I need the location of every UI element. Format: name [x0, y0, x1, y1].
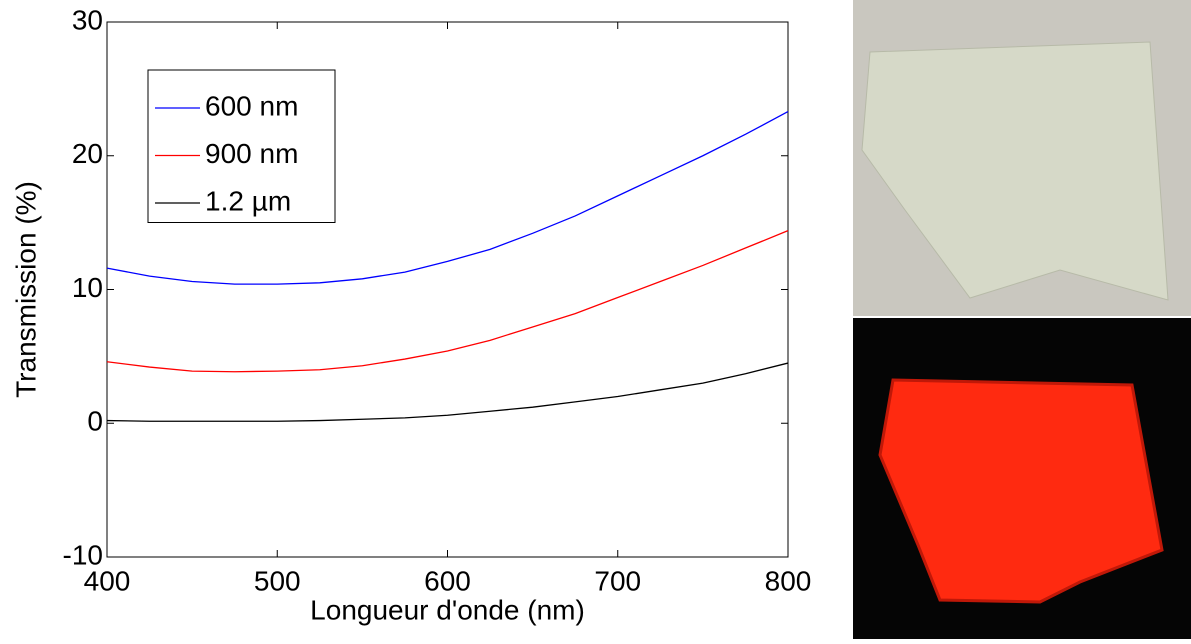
y-tick-label: 0	[87, 406, 103, 437]
x-tick-label: 800	[765, 565, 812, 596]
glass-sample	[861, 41, 1169, 301]
x-tick-label: 400	[84, 565, 131, 596]
y-tick-label: -10	[63, 539, 103, 570]
data-line	[106, 111, 789, 285]
data-line	[106, 362, 789, 422]
chart: 400 500 600 700 800 -10 0 10 20 30 Longueur d'onde…	[10, 4, 811, 625]
y-tick-label: 20	[72, 138, 103, 169]
x-tick-label: 700	[594, 565, 641, 596]
legend-label: 600 nm	[205, 90, 298, 121]
x-axis-label: Longueur d'onde (nm)	[310, 594, 585, 625]
legend-label: 1.2 µm	[205, 185, 291, 216]
x-tick-label: 500	[254, 565, 301, 596]
y-axis-label: Transmission (%)	[10, 181, 41, 398]
photo-top	[853, 0, 1191, 316]
photo-bottom	[853, 318, 1191, 639]
y-tick-label: 30	[72, 4, 103, 35]
x-tick-label: 600	[424, 565, 471, 596]
y-tick-label: 10	[72, 272, 103, 303]
data-line	[106, 230, 789, 373]
legend-label: 900 nm	[205, 138, 298, 169]
luminescent-sample	[878, 378, 1164, 604]
legend-box	[147, 69, 336, 223]
